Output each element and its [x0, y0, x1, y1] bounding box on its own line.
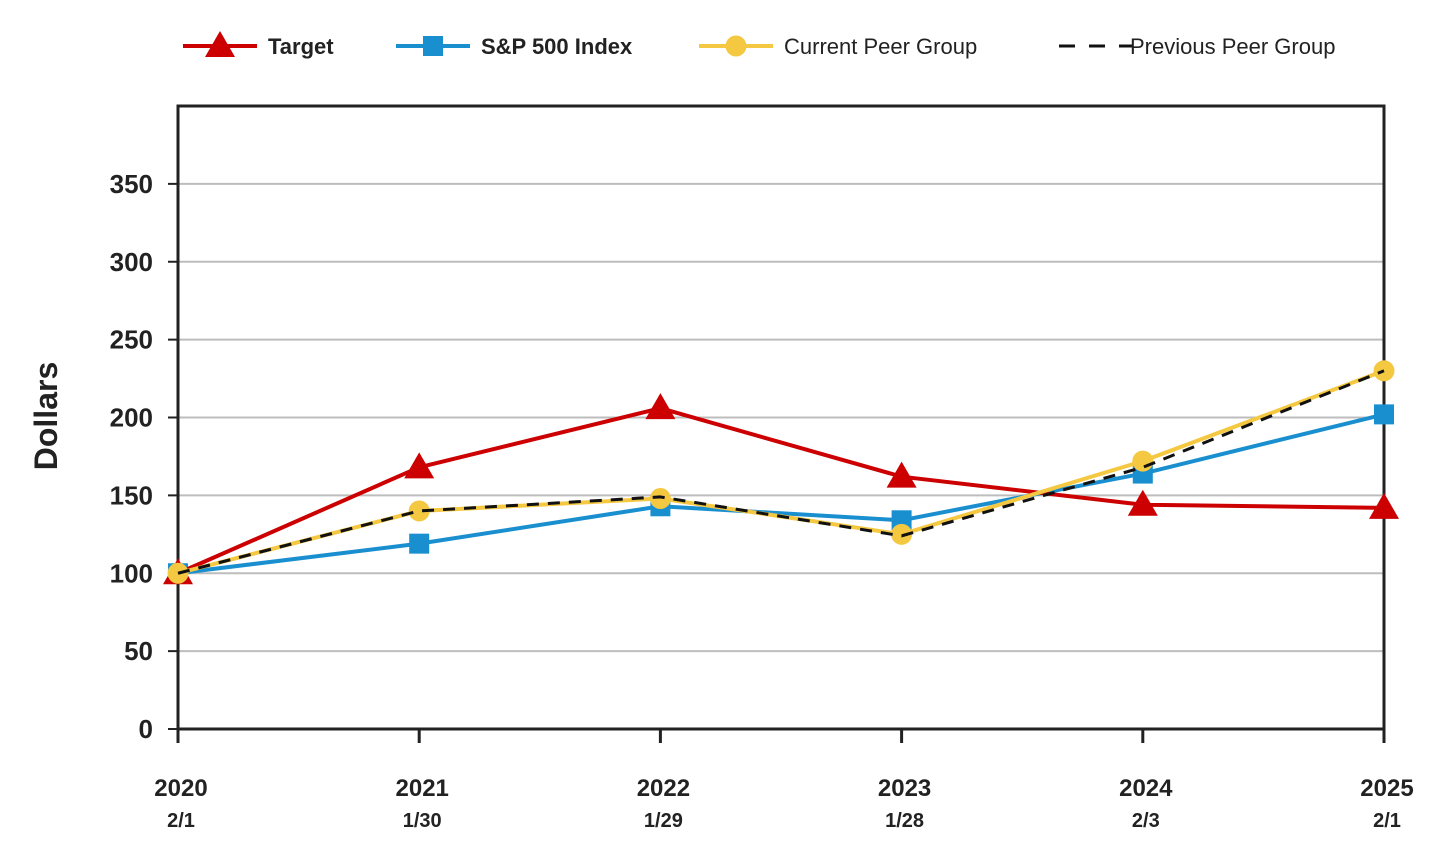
data-point — [404, 452, 435, 479]
x-tick-date: 2/3 — [1132, 810, 1160, 832]
data-point — [1374, 404, 1394, 425]
x-tick-year: 2024 — [1119, 775, 1173, 802]
x-tick-date: 1/29 — [644, 810, 683, 832]
y-tick-label: 300 — [110, 247, 153, 277]
data-point — [408, 500, 430, 522]
legend-item: Target — [183, 31, 334, 59]
series-s-p-500-index — [168, 404, 1394, 584]
series-line — [177, 368, 1385, 576]
y-tick-label: 150 — [110, 480, 153, 510]
legend-label: Previous Peer Group — [1130, 34, 1335, 59]
legend-marker — [205, 31, 235, 57]
legend-item: S&P 500 Index — [396, 34, 633, 59]
x-axis: 2020 2/1 2021 1/30 2022 1/29 2023 1/28 2024 2/3 20… — [154, 729, 1414, 832]
series-line — [177, 412, 1385, 576]
y-tick-label: 250 — [110, 325, 153, 355]
series-target — [163, 393, 1399, 585]
x-tick-year: 2023 — [878, 775, 931, 802]
legend-item: Current Peer Group — [699, 34, 977, 59]
data-point — [1369, 492, 1399, 519]
x-tick-date: 1/28 — [885, 810, 924, 832]
x-tick-date: 2/1 — [167, 810, 195, 832]
legend-marker — [423, 36, 443, 56]
gridlines — [178, 182, 1384, 653]
x-tick-date: 2/1 — [1373, 810, 1401, 832]
series-line — [177, 406, 1385, 576]
legend-item: Previous Peer Group — [1059, 34, 1335, 59]
legend-label: Current Peer Group — [784, 34, 977, 59]
data-point — [645, 393, 676, 420]
x-tick-date: 1/30 — [403, 810, 442, 832]
y-tick-label: 0 — [139, 714, 153, 744]
data-point — [1127, 489, 1158, 516]
y-axis: 0 50 100 150 200 250 300 350 — [110, 169, 178, 744]
y-tick-label: 200 — [110, 403, 153, 433]
data-point — [886, 461, 917, 488]
data-point — [409, 533, 430, 554]
legend: Target S&P 500 Index Current Peer Group Pre… — [183, 31, 1335, 59]
series-line — [177, 369, 1385, 575]
legend-label: S&P 500 Index — [481, 34, 633, 59]
y-tick-label: 350 — [110, 169, 153, 199]
y-axis-title: Dollars — [28, 362, 64, 470]
y-tick-label: 50 — [124, 636, 153, 666]
legend-label: Target — [268, 34, 334, 59]
y-tick-label: 100 — [110, 558, 153, 588]
series-layer — [163, 360, 1399, 585]
x-tick-year: 2025 — [1360, 775, 1413, 802]
data-point — [1132, 450, 1154, 472]
x-tick-year: 2020 — [154, 775, 207, 802]
legend-marker — [725, 35, 747, 57]
x-tick-year: 2021 — [396, 775, 449, 802]
data-point — [649, 487, 671, 509]
x-tick-year: 2022 — [637, 775, 690, 802]
series-previous-peer-group — [177, 369, 1385, 575]
